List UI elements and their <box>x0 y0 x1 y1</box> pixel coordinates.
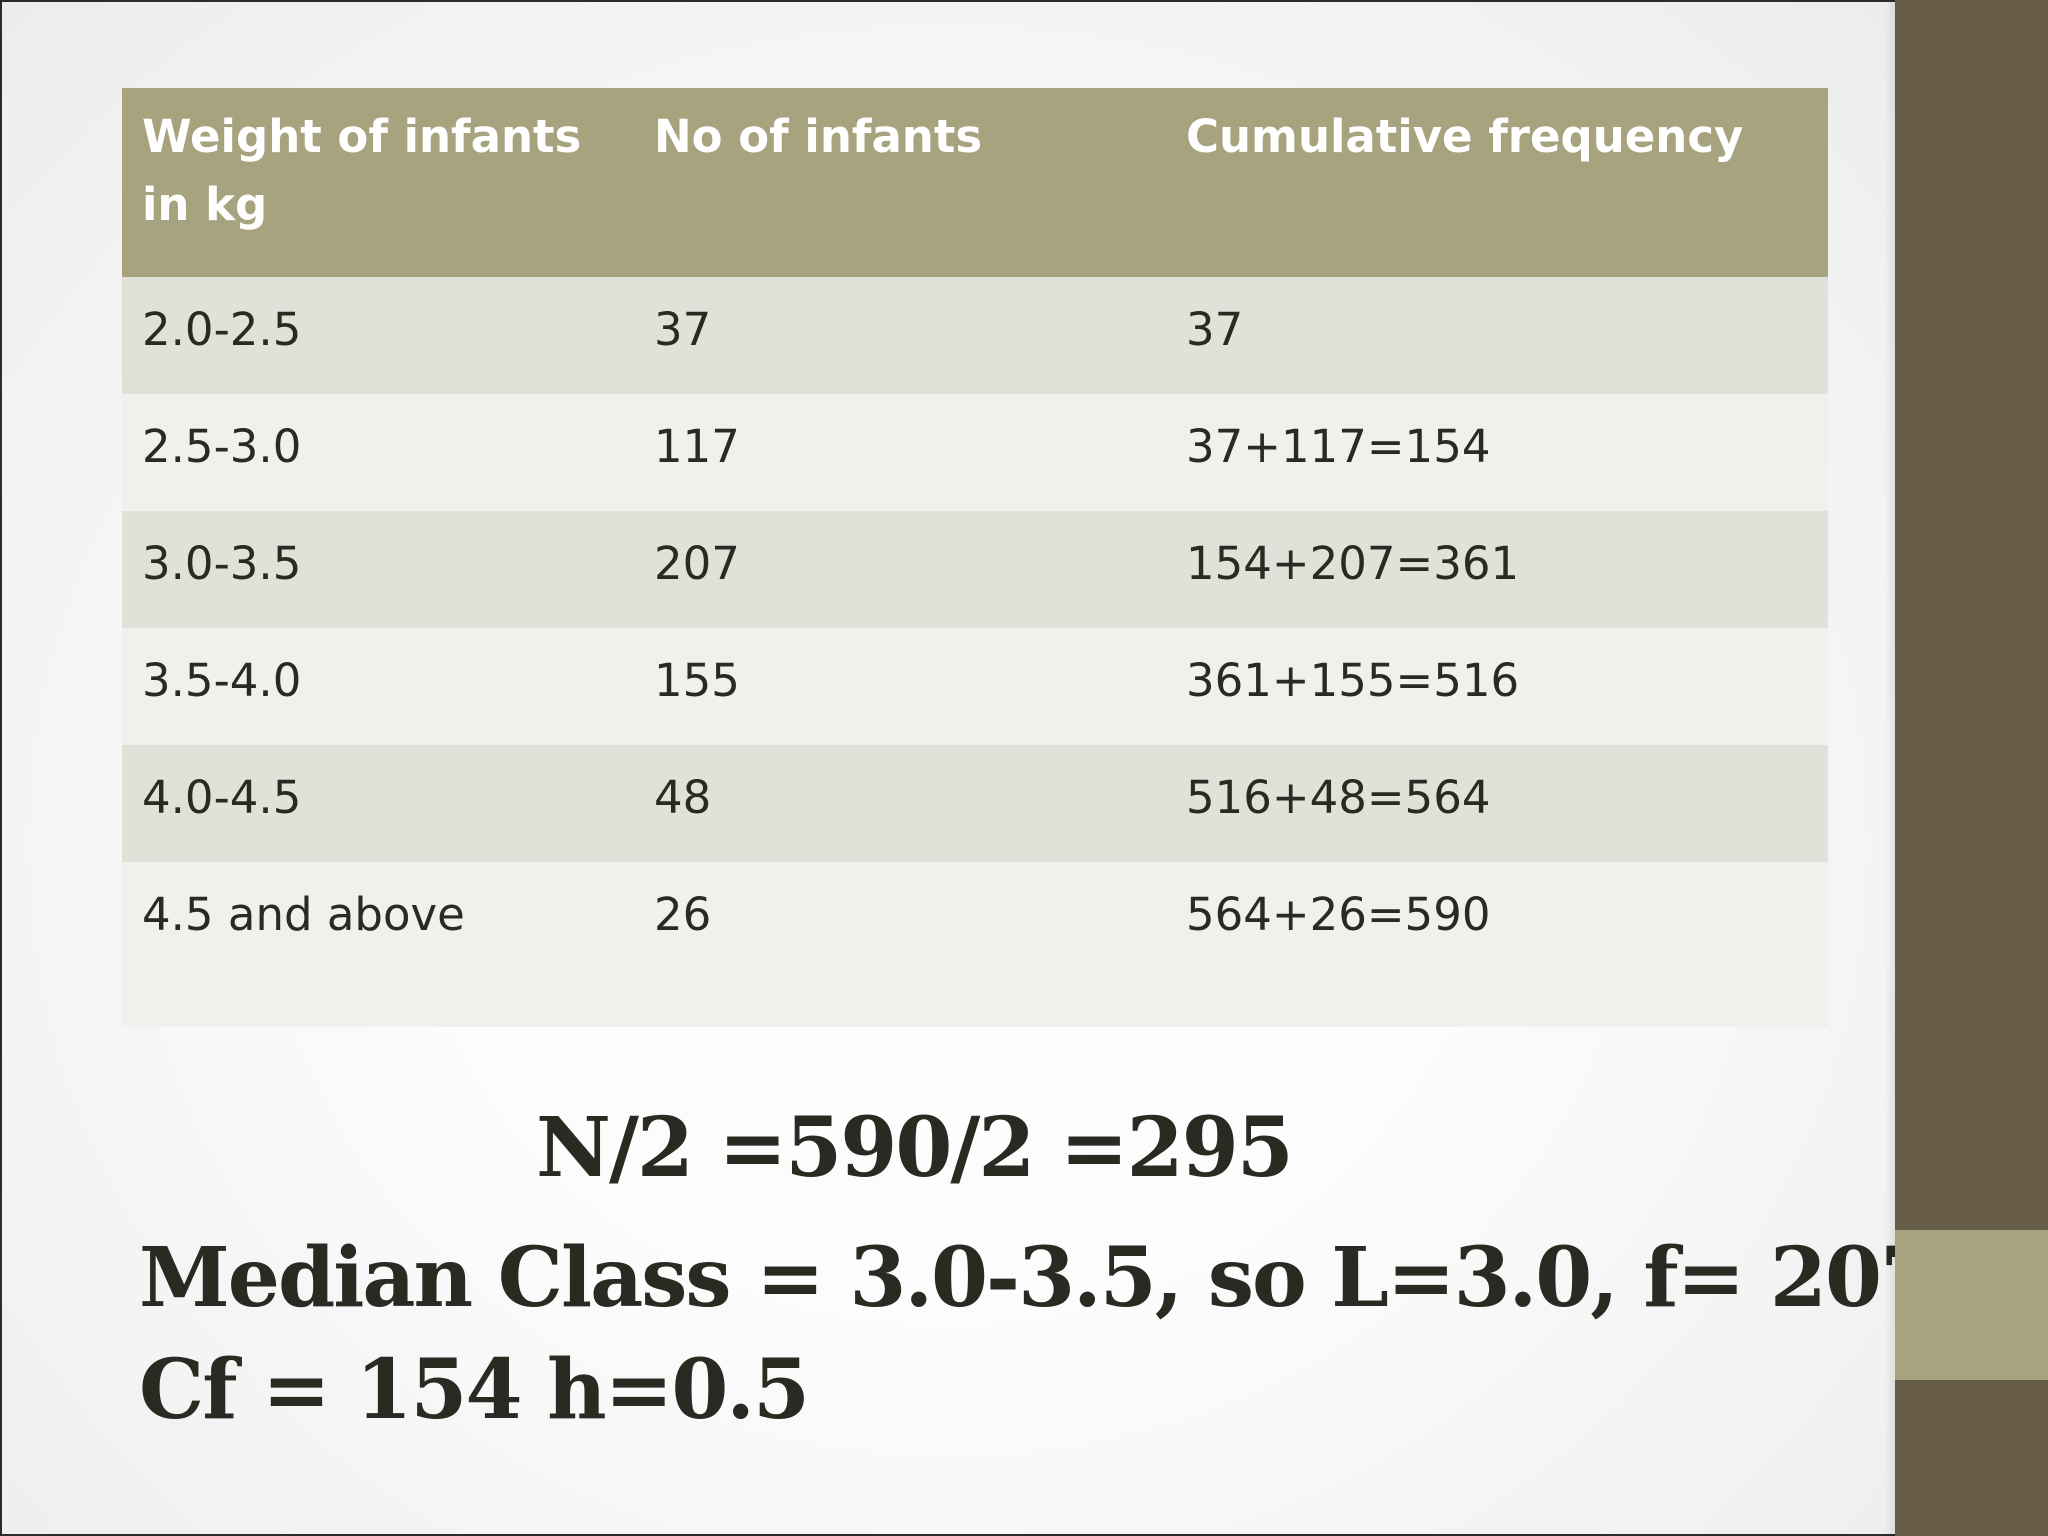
table-row: 3.5-4.0 155 361+155=516 <box>122 628 1828 745</box>
cell-cumulative: 516+48=564 <box>1166 745 1828 862</box>
cell-weight: 4.0-4.5 <box>122 745 634 862</box>
table-row: 2.5-3.0 117 37+117=154 <box>122 394 1828 511</box>
cell-count: 117 <box>634 394 1166 511</box>
cell-cumulative: 37+117=154 <box>1166 394 1828 511</box>
table-row: 2.0-2.5 37 37 <box>122 277 1828 394</box>
cell-cumulative: 37 <box>1166 277 1828 394</box>
half-n-formula: N/2 =590/2 =295 <box>536 1100 1294 1196</box>
cell-cumulative: 361+155=516 <box>1166 628 1828 745</box>
table-row: 4.0-4.5 48 516+48=564 <box>122 745 1828 862</box>
cf-h-line: Cf = 154 h=0.5 <box>139 1342 810 1438</box>
cell-weight: 3.5-4.0 <box>122 628 634 745</box>
side-shadow <box>1885 0 1895 1536</box>
cell-cumulative: 564+26=590 <box>1166 862 1828 1027</box>
slide: Weight of infants in kg No of infants Cu… <box>0 0 1937 1536</box>
header-no-of-infants: No of infants <box>634 88 1166 277</box>
cell-count: 37 <box>634 277 1166 394</box>
cell-cumulative: 154+207=361 <box>1166 511 1828 628</box>
median-class-line: Median Class = 3.0-3.5, so L=3.0, f= 207 <box>139 1230 1937 1326</box>
cell-weight: 2.0-2.5 <box>122 277 634 394</box>
frequency-table: Weight of infants in kg No of infants Cu… <box>122 88 1828 1027</box>
cell-count: 26 <box>634 862 1166 1027</box>
cell-weight: 4.5 and above <box>122 862 634 1027</box>
cell-count: 207 <box>634 511 1166 628</box>
side-decor-accent <box>1895 1230 2048 1380</box>
table-row: 4.5 and above 26 564+26=590 <box>122 862 1828 1027</box>
cell-count: 155 <box>634 628 1166 745</box>
cell-count: 48 <box>634 745 1166 862</box>
cell-weight: 2.5-3.0 <box>122 394 634 511</box>
cell-weight: 3.0-3.5 <box>122 511 634 628</box>
table-row: 3.0-3.5 207 154+207=361 <box>122 511 1828 628</box>
table-header-row: Weight of infants in kg No of infants Cu… <box>122 88 1828 277</box>
header-cumulative-frequency: Cumulative frequency <box>1166 88 1828 277</box>
header-weight: Weight of infants in kg <box>122 88 634 277</box>
